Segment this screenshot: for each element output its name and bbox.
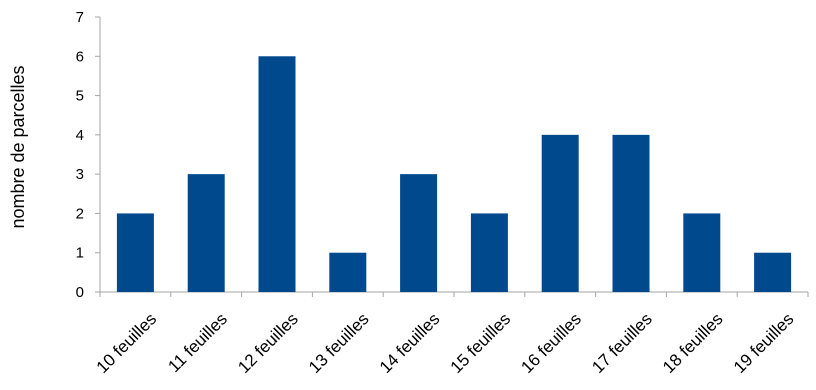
bar-5 [400, 174, 438, 292]
y-tick-label: 4 [76, 127, 84, 144]
bar-8 [612, 134, 650, 292]
bar-3 [258, 56, 296, 293]
x-tick-label: 13 feuilles [305, 309, 373, 377]
bar-1 [116, 213, 154, 292]
y-tick-label: 0 [76, 284, 84, 301]
x-tick-label: 10 feuilles [93, 309, 161, 377]
bar-9 [683, 213, 721, 292]
bar-10 [754, 252, 792, 292]
x-tick-label: 14 feuilles [376, 309, 444, 377]
x-tick-label: 19 feuilles [730, 309, 798, 377]
x-tick-label: 11 feuilles [164, 309, 231, 376]
x-tick-label: 15 feuilles [447, 309, 515, 377]
y-tick-label: 5 [76, 88, 84, 105]
x-tick-labels: 10 feuilles 11 feuilles 12 feuilles 13 feui… [93, 309, 798, 377]
x-tick-label: 17 feuilles [588, 309, 656, 377]
bars [116, 56, 792, 293]
y-tick-label: 2 [76, 205, 84, 222]
y-axis-label: nombre de parcelles [8, 65, 28, 228]
bar-2 [187, 174, 225, 292]
x-tick-label: 12 feuilles [234, 309, 302, 377]
bar-4 [329, 252, 367, 292]
x-tick-label: 16 feuilles [517, 309, 585, 377]
y-tick-labels: 0 1 2 3 4 5 6 7 [76, 9, 84, 301]
bar-7 [541, 134, 579, 292]
x-tick-label: 18 feuilles [659, 309, 727, 377]
y-tick-label: 1 [76, 245, 84, 262]
y-tick-label: 6 [76, 48, 84, 65]
y-tick-label: 3 [76, 166, 84, 183]
bar-6 [470, 213, 508, 292]
y-tick-label: 7 [76, 9, 84, 26]
